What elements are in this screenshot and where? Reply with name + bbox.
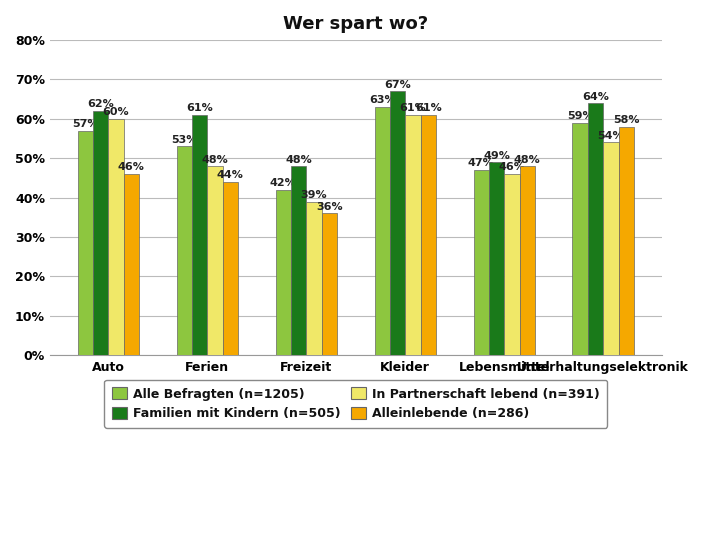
Bar — [604, 142, 618, 355]
Text: 46%: 46% — [498, 162, 525, 172]
Text: 67%: 67% — [384, 79, 411, 90]
Bar — [618, 127, 634, 355]
Text: 61%: 61% — [415, 103, 442, 113]
Text: 57%: 57% — [72, 119, 99, 129]
Text: 39%: 39% — [300, 190, 327, 200]
Bar — [588, 103, 604, 355]
Bar — [124, 174, 139, 355]
Text: 49%: 49% — [483, 150, 510, 161]
Bar — [474, 170, 489, 355]
Bar — [275, 190, 291, 355]
Bar — [77, 130, 93, 355]
Text: 47%: 47% — [468, 158, 495, 169]
Bar — [109, 119, 124, 355]
Text: 58%: 58% — [613, 115, 640, 125]
Bar — [223, 182, 238, 355]
Bar — [390, 91, 405, 355]
Bar — [93, 111, 109, 355]
Text: 44%: 44% — [217, 170, 244, 180]
Text: 53%: 53% — [171, 135, 197, 145]
Bar — [504, 174, 520, 355]
Text: 48%: 48% — [285, 155, 312, 164]
Text: 48%: 48% — [514, 155, 540, 164]
Bar — [291, 166, 306, 355]
Text: 54%: 54% — [598, 131, 624, 141]
Bar — [375, 107, 390, 355]
Text: 48%: 48% — [202, 155, 229, 164]
Text: 42%: 42% — [270, 178, 297, 188]
Text: 63%: 63% — [369, 96, 395, 105]
Bar — [405, 115, 420, 355]
Text: 61%: 61% — [186, 103, 213, 113]
Bar — [306, 201, 322, 355]
Title: Wer spart wo?: Wer spart wo? — [283, 15, 428, 33]
Bar — [489, 162, 504, 355]
Legend: Alle Befragten (n=1205), Familien mit Kindern (n=505), In Partnerschaft lebend (: Alle Befragten (n=1205), Familien mit Ki… — [104, 380, 607, 427]
Bar — [572, 123, 588, 355]
Bar — [322, 213, 337, 355]
Text: 61%: 61% — [400, 103, 426, 113]
Bar — [177, 147, 192, 355]
Bar — [520, 166, 535, 355]
Bar — [420, 115, 436, 355]
Text: 60%: 60% — [103, 107, 129, 117]
Text: 36%: 36% — [316, 202, 343, 212]
Bar — [207, 166, 223, 355]
Text: 64%: 64% — [582, 91, 609, 101]
Text: 59%: 59% — [567, 111, 594, 121]
Text: 62%: 62% — [87, 99, 114, 110]
Text: 46%: 46% — [118, 162, 145, 172]
Bar — [192, 115, 207, 355]
